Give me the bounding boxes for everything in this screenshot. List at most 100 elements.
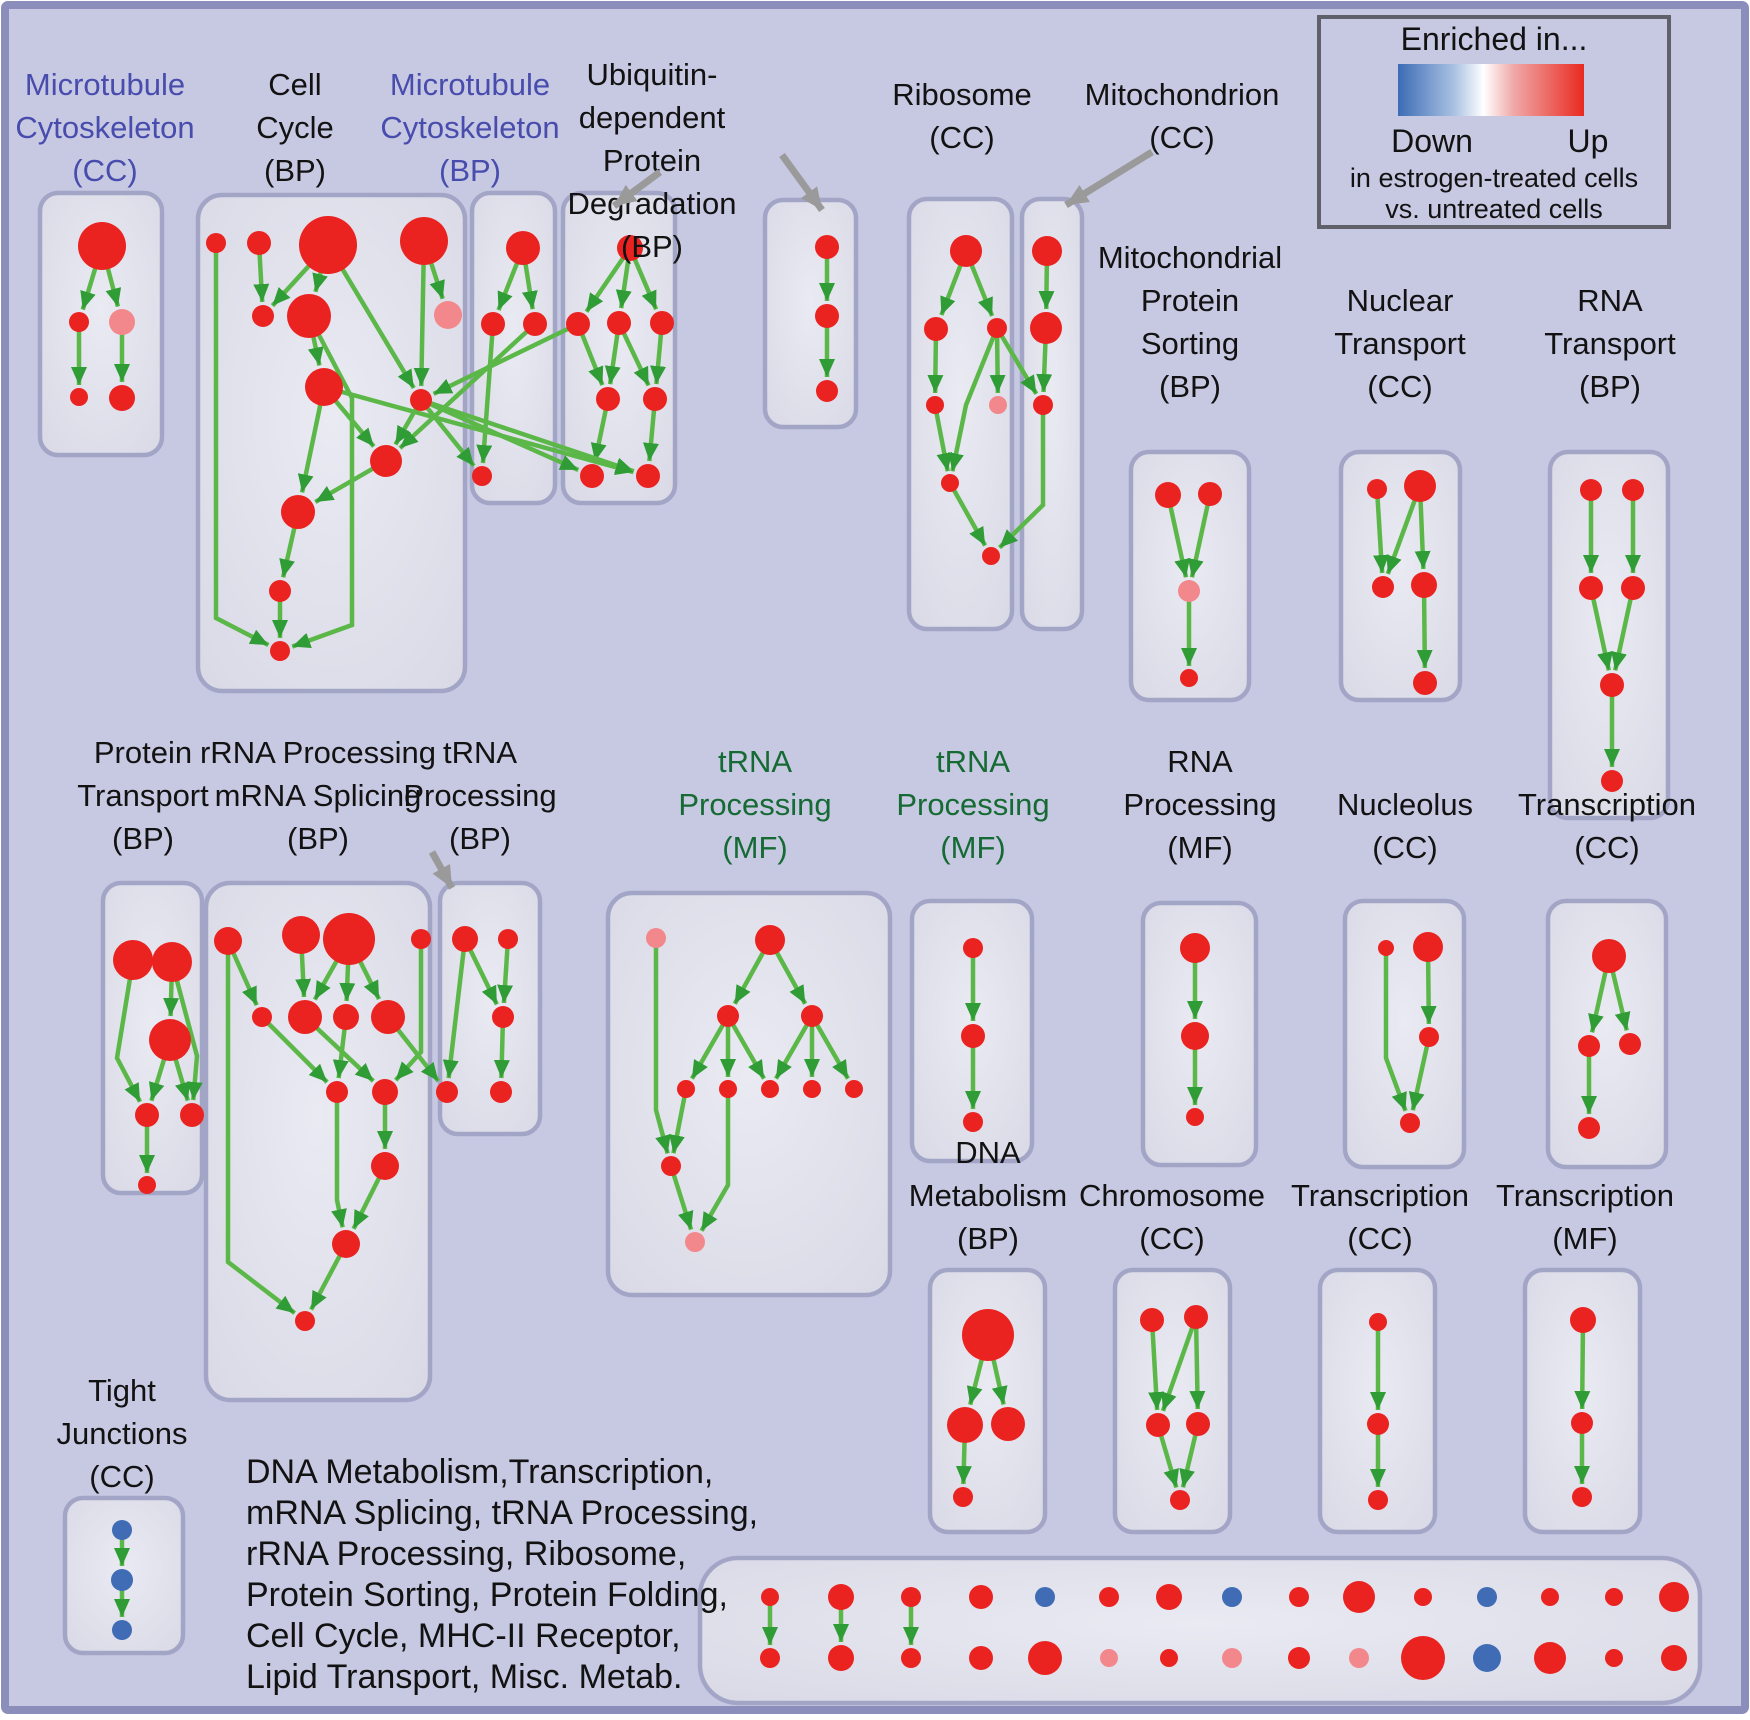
legend-down-label: Down bbox=[1391, 123, 1473, 159]
cluster-label-tmf3: Transcription bbox=[1496, 1178, 1674, 1213]
cluster-box-nuc bbox=[1342, 898, 1467, 1170]
go-term-node-rib-r1 bbox=[950, 235, 982, 267]
go-term-node-tmf1-k8 bbox=[803, 1080, 821, 1098]
go-term-node-ub1-u3l bbox=[596, 387, 620, 411]
cluster-label-rt: Transport bbox=[1544, 326, 1676, 361]
go-term-node-cc_bp-c5 bbox=[252, 305, 274, 327]
cluster-label-rnamf: Processing bbox=[1123, 787, 1276, 822]
go-term-node-misc-mb10 bbox=[1349, 1648, 1369, 1668]
cluster-label-nt: (CC) bbox=[1367, 369, 1432, 404]
go-term-node-dna-d1 bbox=[962, 1309, 1014, 1361]
go-term-node-tcc2-f2 bbox=[1367, 1413, 1389, 1435]
go-term-node-tmf1-k1 bbox=[646, 928, 666, 948]
cluster-label-tj: (CC) bbox=[89, 1459, 154, 1494]
cluster-box-chr bbox=[1112, 1267, 1233, 1535]
go-term-node-rnamf-x1 bbox=[1180, 933, 1210, 963]
enrichment-edge bbox=[260, 1015, 329, 1084]
cluster-box-misc bbox=[697, 1555, 1703, 1706]
enrichment-edge bbox=[1148, 1319, 1165, 1411]
go-term-node-tmf2-w2 bbox=[961, 1024, 985, 1048]
cluster-label-tmf2: (MF) bbox=[940, 830, 1005, 865]
cluster-label-chr: Chromosome bbox=[1079, 1178, 1265, 1213]
go-term-node-dna-d4 bbox=[953, 1487, 973, 1507]
go-term-node-nuc-y3 bbox=[1419, 1027, 1439, 1047]
enrichment-edge bbox=[225, 941, 297, 1315]
legend-up-label: Up bbox=[1568, 123, 1609, 159]
go-term-node-tmf1-k6 bbox=[719, 1080, 737, 1098]
go-term-node-rib-r4 bbox=[926, 396, 944, 414]
enrichment-edge bbox=[774, 1014, 814, 1080]
enrichment-edge bbox=[1189, 1316, 1206, 1410]
go-term-node-misc-mb15 bbox=[1661, 1645, 1687, 1671]
enrichment-edge bbox=[1574, 1319, 1591, 1410]
go-term-node-cc_bp-c1 bbox=[206, 233, 226, 253]
go-term-node-tcc1-z1 bbox=[1592, 939, 1626, 973]
cluster-label-tmf3: (MF) bbox=[1552, 1221, 1617, 1256]
cluster-box-rrna bbox=[203, 880, 433, 1403]
cluster-label-mt_cc: Cytoskeleton bbox=[15, 110, 194, 145]
go-term-node-tmf3-j1 bbox=[1570, 1307, 1596, 1333]
go-term-node-misc-mt9 bbox=[1289, 1587, 1309, 1607]
go-term-node-rt-q5 bbox=[1600, 673, 1624, 697]
go-term-node-pt-pt1 bbox=[113, 940, 153, 980]
go-term-node-chr-e3 bbox=[1146, 1413, 1170, 1437]
cluster-label-tmf1: tRNA bbox=[718, 744, 792, 779]
enrichment-edge bbox=[432, 321, 579, 396]
go-term-node-ub1-u2r bbox=[650, 311, 674, 335]
cluster-label-mps: (BP) bbox=[1159, 369, 1221, 404]
go-term-node-cc_bp-c6 bbox=[287, 294, 331, 338]
go-term-node-tmf1-k4 bbox=[801, 1005, 823, 1027]
cluster-label-tj: Junctions bbox=[57, 1416, 188, 1451]
go-term-node-rib-r6 bbox=[941, 474, 959, 492]
enrichment-edge bbox=[331, 1092, 347, 1228]
enrichment-edge bbox=[323, 384, 635, 475]
go-term-node-nuc-y2 bbox=[1413, 932, 1443, 962]
cluster-label-pt: (BP) bbox=[112, 821, 174, 856]
cluster-label-rnamf: RNA bbox=[1167, 744, 1233, 779]
go-term-node-ub1-ubr bbox=[636, 464, 660, 488]
legend-gradient-bar-icon bbox=[1398, 64, 1584, 116]
go-term-node-mito-t3 bbox=[1033, 395, 1053, 415]
legend-subtitle: vs. untreated cells bbox=[1385, 194, 1603, 224]
go-term-node-tmf3-j2 bbox=[1571, 1412, 1593, 1434]
cluster-label-dna: (BP) bbox=[957, 1221, 1019, 1256]
go-term-node-nt-n1 bbox=[1367, 479, 1387, 499]
go-term-node-cc_bp-c4 bbox=[400, 217, 448, 265]
go-term-node-mps-p2 bbox=[1198, 482, 1222, 506]
go-term-node-rrna-g5 bbox=[252, 1007, 272, 1027]
go-term-node-mito-t1 bbox=[1032, 236, 1062, 266]
go-term-node-mt_cc-e bbox=[109, 385, 135, 411]
enrichment-edge bbox=[1408, 1036, 1432, 1111]
enrichment-edge bbox=[948, 481, 988, 547]
go-term-node-tj-b1 bbox=[112, 1520, 132, 1540]
cluster-label-ub1: (BP) bbox=[621, 229, 683, 264]
enrichment-edge bbox=[699, 1089, 731, 1232]
go-term-node-cc_bp-c7 bbox=[434, 301, 462, 329]
go-term-node-rrna-g13 bbox=[295, 1311, 315, 1331]
go-term-node-cc_bp-c10 bbox=[370, 445, 402, 477]
go-term-node-mt_cc-d bbox=[70, 388, 88, 406]
go-term-node-tbp-h1 bbox=[452, 926, 478, 952]
go-term-node-rib-r3 bbox=[987, 318, 1007, 338]
go-term-node-cc_bp-c12 bbox=[269, 580, 291, 602]
enrichment-edge bbox=[1165, 494, 1190, 578]
enrichment-edge bbox=[394, 939, 424, 1082]
go-term-node-rrna-g7 bbox=[333, 1004, 359, 1030]
trna-bp-pointer-arrow-icon bbox=[428, 850, 456, 890]
go-term-node-mt_bp-m4 bbox=[472, 466, 492, 486]
go-term-node-ub1-u2m bbox=[607, 311, 631, 335]
go-term-node-tmf1-k3 bbox=[717, 1005, 739, 1027]
go-term-node-misc-mb12 bbox=[1473, 1644, 1501, 1672]
go-term-node-rib-r7 bbox=[982, 547, 1000, 565]
go-term-node-cc_bp-c13 bbox=[270, 641, 290, 661]
go-term-node-misc-mb9 bbox=[1288, 1647, 1310, 1669]
cluster-label-tcc2: Transcription bbox=[1291, 1178, 1469, 1213]
cluster-label-rnamf: (MF) bbox=[1167, 830, 1232, 865]
go-term-node-mt_cc-c bbox=[109, 309, 135, 335]
enrichment-edge bbox=[169, 961, 203, 1101]
cluster-box-mito bbox=[1019, 196, 1085, 632]
go-term-node-pt-pt6 bbox=[138, 1176, 156, 1194]
go-term-node-misc-mt4 bbox=[969, 1585, 993, 1609]
go-term-node-pt-pt2 bbox=[152, 942, 192, 982]
cluster-label-tcc1: Transcription bbox=[1518, 787, 1696, 822]
